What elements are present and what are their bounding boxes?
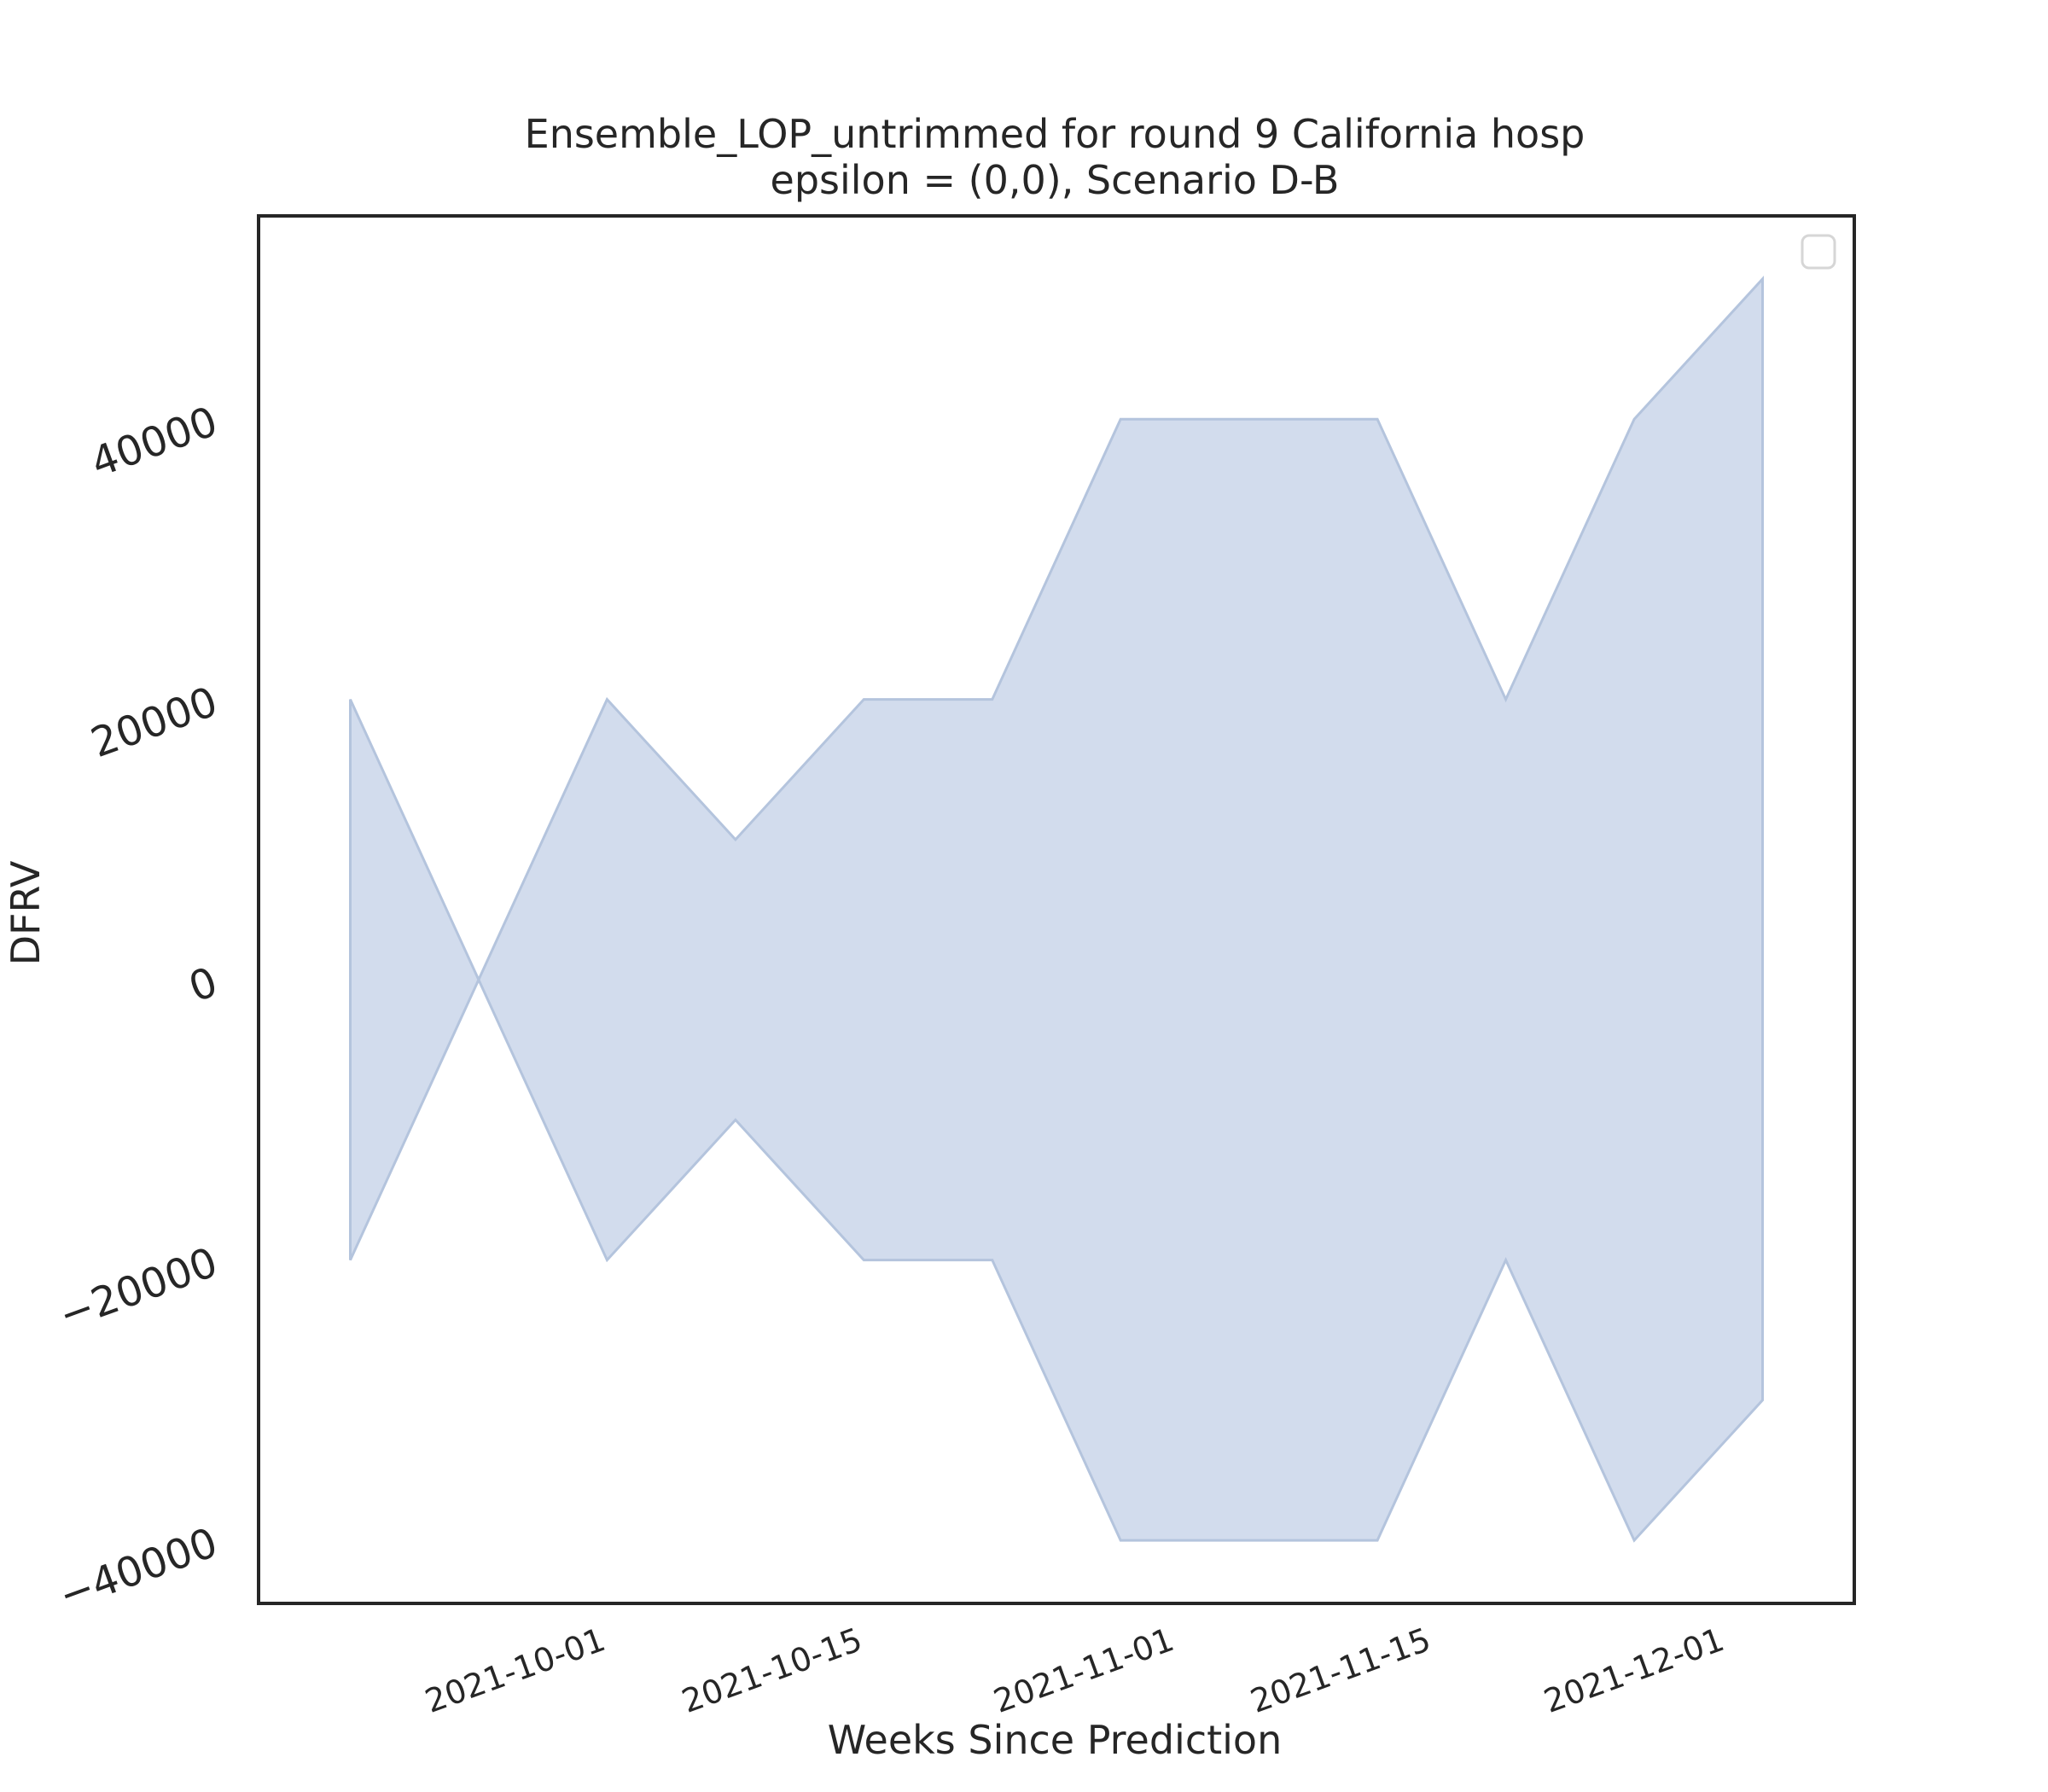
- x-tick-label: 2021-10-01: [420, 1620, 610, 1720]
- x-axis-label: Weeks Since Prediction: [828, 1717, 1282, 1763]
- y-tick-label: 20000: [84, 678, 224, 767]
- y-axis-label: DFRV: [3, 860, 49, 965]
- series-band-0: [349, 276, 1764, 1543]
- y-tick-label: 0: [183, 958, 224, 1012]
- y-tick-label: 40000: [84, 398, 224, 487]
- y-tick-label: −20000: [53, 1238, 224, 1340]
- chart-title: Ensemble_LOP_untrimmed for round 9 Calif…: [525, 111, 1585, 157]
- x-tick-label: 2021-11-01: [989, 1620, 1179, 1720]
- x-tick-label: 2021-11-15: [1246, 1620, 1436, 1720]
- x-tick-label: 2021-10-15: [677, 1620, 867, 1720]
- y-axis: −40000 −20000 0 20000 40000: [53, 398, 224, 1620]
- x-axis: 2021-10-01 2021-10-15 2021-11-01 2021-11-15…: [420, 1620, 1729, 1720]
- chart-subtitle: epsilon = (0,0), Scenario D-B: [771, 157, 1340, 203]
- x-tick-label: 2021-12-01: [1539, 1620, 1730, 1720]
- legend-box: [1801, 234, 1836, 270]
- area-layer: [349, 276, 1764, 1543]
- y-tick-label: −40000: [53, 1519, 224, 1620]
- plot-frame: [257, 214, 1856, 1605]
